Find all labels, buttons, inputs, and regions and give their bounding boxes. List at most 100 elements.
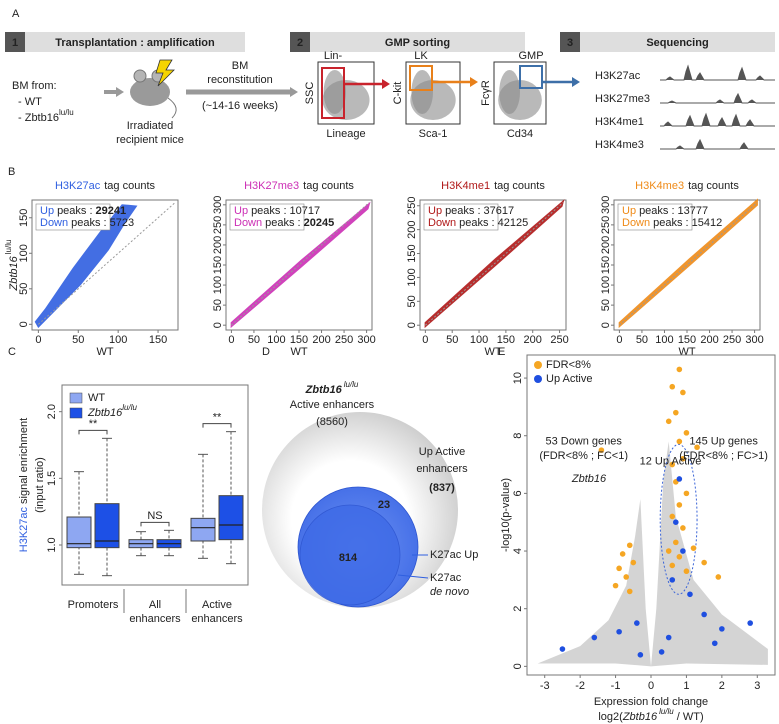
point — [676, 438, 683, 445]
label: GMP sorting — [385, 37, 450, 49]
text-part: H3K27me3 — [244, 180, 299, 192]
label: Sca-1 — [419, 128, 448, 140]
significance-bracket — [140, 521, 170, 527]
mouse-ear — [133, 69, 147, 83]
point-cloud — [34, 204, 138, 329]
label: 53 Down genes — [545, 435, 622, 447]
text-part: H3K4me3 — [635, 180, 684, 192]
text-part: tag counts — [104, 180, 155, 192]
point — [626, 588, 633, 595]
point — [634, 620, 640, 626]
label: reconstitution — [207, 74, 272, 86]
label: Irradiated — [127, 120, 173, 132]
label: WT — [88, 392, 105, 404]
text-part: tag counts — [303, 180, 354, 192]
point — [715, 574, 722, 580]
point — [669, 383, 676, 390]
label: 200 — [312, 334, 330, 346]
legend-box — [35, 203, 111, 231]
label: 145 Up genes — [689, 435, 758, 447]
point — [690, 545, 697, 551]
point — [711, 640, 718, 647]
legend-swatch — [69, 407, 83, 419]
label: H3K4me3 tag counts — [635, 180, 739, 192]
label: 1 — [12, 37, 18, 49]
label: Up peaks : 29241 — [40, 205, 126, 217]
text-part: Up — [40, 205, 54, 217]
point — [673, 409, 679, 416]
label: 100 — [470, 334, 488, 346]
point — [665, 418, 672, 425]
point — [747, 620, 753, 626]
point — [676, 502, 683, 508]
label: 1.0 — [46, 537, 58, 552]
label: C-kit — [392, 82, 404, 105]
label: 200 — [212, 236, 224, 254]
point — [619, 551, 626, 557]
identity-line — [38, 202, 176, 325]
label: 200 — [600, 236, 612, 254]
label: (FDR<8% ; FC<1) — [539, 450, 628, 462]
significance-bracket — [202, 423, 232, 428]
label: Up peaks : 13777 — [622, 205, 708, 217]
step-number-box — [560, 32, 580, 52]
label: 150 — [497, 334, 515, 346]
label: BM from: — [12, 80, 57, 92]
label: 100 — [655, 334, 673, 346]
label: 50 — [72, 334, 84, 346]
point — [676, 366, 683, 373]
text-part: 13777 — [678, 205, 709, 217]
label: Up Active — [419, 446, 465, 458]
mouse-tail — [167, 97, 177, 119]
label: WT — [484, 346, 501, 358]
label: 0 — [228, 334, 234, 346]
label: 50 — [600, 299, 612, 311]
label: NS — [147, 510, 162, 522]
text-part: tag counts — [688, 180, 739, 192]
label: 2 — [512, 606, 524, 612]
label: Zbtb16lu/lu — [4, 240, 20, 292]
text-part: Up — [428, 205, 442, 217]
label: (837) — [429, 482, 455, 494]
mouse-body — [130, 78, 170, 106]
arrow-head — [572, 77, 580, 87]
text-part: H3K27ac — [55, 180, 101, 192]
label: Lin- — [324, 50, 343, 62]
label: -log10(p-value) — [500, 478, 512, 552]
facs-cloud — [499, 70, 520, 114]
label: - Zbtb16lu/lu — [18, 108, 74, 124]
label: LK — [414, 50, 428, 62]
label: H3K27me3 — [595, 93, 650, 105]
label: enhancers — [129, 613, 181, 625]
label: 0 — [18, 321, 30, 327]
point — [683, 430, 690, 436]
label: E — [498, 346, 505, 358]
label: 0 — [648, 680, 654, 692]
text-part: Down — [234, 217, 262, 229]
point — [669, 513, 676, 520]
leader-line — [397, 574, 429, 579]
label: 0 — [35, 334, 41, 346]
label: 50 — [636, 334, 648, 346]
text-part: Down — [40, 217, 68, 229]
label: H3K4me3 — [595, 139, 644, 151]
label: 250 — [335, 334, 353, 346]
point — [630, 559, 637, 566]
label: -1 — [611, 680, 621, 692]
point — [591, 634, 598, 641]
point — [612, 582, 619, 589]
point — [673, 519, 679, 526]
point — [598, 447, 605, 453]
arrow-head — [382, 79, 390, 89]
box — [94, 503, 120, 549]
text-part: peaks : — [57, 205, 92, 217]
label: K27ac — [430, 572, 462, 584]
label: Down peaks : 5723 — [40, 217, 134, 229]
label: 0 — [616, 334, 622, 346]
label: All — [149, 599, 161, 611]
label: 300 — [212, 196, 224, 214]
text-part: / WT) — [677, 711, 704, 723]
text-part: peaks : — [653, 217, 688, 229]
label: 50 — [406, 295, 418, 307]
